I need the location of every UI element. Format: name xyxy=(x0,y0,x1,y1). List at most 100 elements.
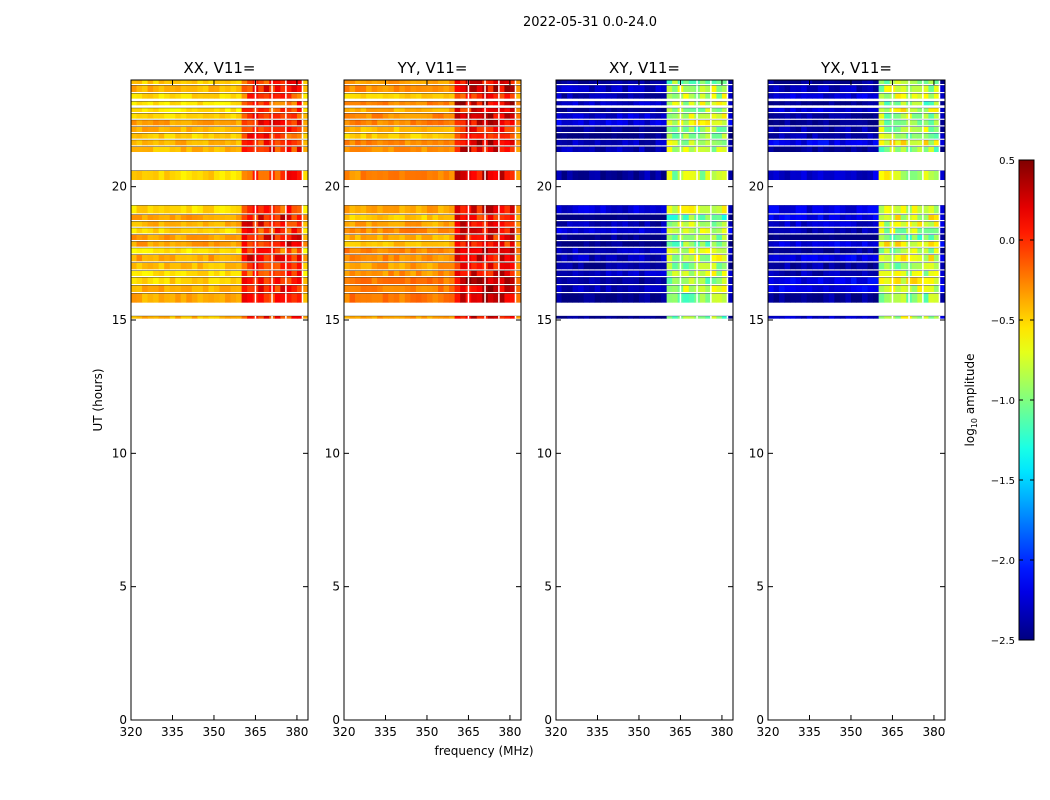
heatmap-cell xyxy=(147,85,154,92)
heatmap-cell xyxy=(404,101,411,106)
heatmap-cell xyxy=(790,285,797,292)
heatmap-cell xyxy=(432,146,439,152)
heatmap-cell xyxy=(845,228,852,234)
heatmap-cell xyxy=(202,316,209,319)
heatmap-cell xyxy=(873,270,880,276)
heatmap-cell xyxy=(561,133,568,139)
heatmap-cell xyxy=(939,205,946,214)
heatmap-cell xyxy=(476,228,483,234)
heatmap-cell xyxy=(795,113,802,119)
heatmap-cell xyxy=(823,214,830,220)
heatmap-cell xyxy=(443,113,450,119)
heatmap-cell xyxy=(449,101,456,106)
heatmap-cell xyxy=(421,205,428,214)
heatmap-cell xyxy=(241,120,248,126)
heatmap-cell xyxy=(878,170,885,180)
heatmap-cell xyxy=(911,133,918,139)
heatmap-cell xyxy=(605,126,612,132)
heatmap-cell xyxy=(884,80,891,84)
heatmap-cell xyxy=(638,101,645,106)
heatmap-cell xyxy=(142,101,148,106)
heatmap-cell xyxy=(349,241,356,247)
heatmap-cell xyxy=(131,146,137,152)
heatmap-cell xyxy=(280,108,287,112)
heatmap-cell xyxy=(779,221,785,227)
heatmap-cell xyxy=(928,316,935,319)
heatmap-cell xyxy=(410,248,417,254)
heatmap-cell xyxy=(895,270,902,276)
heatmap-cell xyxy=(779,101,785,106)
heatmap-cell xyxy=(917,293,924,303)
heatmap-cell xyxy=(302,120,309,126)
heatmap-cell xyxy=(561,254,568,262)
heatmap-cell xyxy=(650,170,656,180)
heatmap-cell xyxy=(878,270,885,276)
heatmap-cell xyxy=(705,270,712,276)
heatmap-cell xyxy=(710,146,717,152)
heatmap-cell xyxy=(258,214,265,220)
heatmap-cell xyxy=(655,214,662,220)
heatmap-cell xyxy=(839,205,846,214)
heatmap-cell xyxy=(460,140,467,146)
heatmap-cell xyxy=(471,277,478,284)
heatmap-cell xyxy=(438,170,444,180)
heatmap-cell xyxy=(175,277,182,284)
heatmap-cell xyxy=(131,126,137,132)
heatmap-cell xyxy=(922,316,929,319)
heatmap-cell xyxy=(355,241,361,247)
heatmap-cell xyxy=(202,214,209,220)
heatmap-cell xyxy=(410,120,417,126)
heatmap-cell xyxy=(823,270,830,276)
heatmap-cell xyxy=(169,277,176,284)
heatmap-cell xyxy=(856,146,863,152)
heatmap-cell xyxy=(716,80,723,84)
heatmap-cell xyxy=(247,80,254,84)
heatmap-cell xyxy=(136,93,143,99)
heatmap-cell xyxy=(180,101,187,106)
heatmap-cell xyxy=(627,293,634,303)
heatmap-cell xyxy=(366,262,373,270)
heatmap-cell xyxy=(175,270,182,276)
heatmap-cell xyxy=(142,285,148,292)
heatmap-cell xyxy=(834,140,841,146)
heatmap-cell xyxy=(688,108,695,112)
heatmap-cell xyxy=(605,93,612,99)
heatmap-cell xyxy=(263,221,270,227)
heatmap-cell xyxy=(136,254,143,262)
heatmap-cell xyxy=(567,146,573,152)
heatmap-cell xyxy=(823,316,830,319)
heatmap-cell xyxy=(208,293,215,303)
heatmap-cell xyxy=(136,170,143,180)
heatmap-cell xyxy=(366,140,373,146)
heatmap-cell xyxy=(556,101,562,106)
heatmap-cell xyxy=(795,254,802,262)
heatmap-cell xyxy=(856,126,863,132)
heatmap-cell xyxy=(644,285,651,292)
heatmap-cell xyxy=(415,262,422,270)
heatmap-cell xyxy=(933,285,940,292)
heatmap-cell xyxy=(471,270,478,276)
x-tick-label: 350 xyxy=(416,725,439,739)
heatmap-cell xyxy=(449,214,456,220)
heatmap-cell xyxy=(862,146,868,152)
heatmap-cell xyxy=(388,285,395,292)
heatmap-cell xyxy=(839,228,846,234)
colorbar-tick-label: −1.0 xyxy=(991,396,1015,407)
heatmap-cell xyxy=(784,248,791,254)
heatmap-cell xyxy=(164,234,171,240)
heatmap-cell xyxy=(158,170,165,180)
heatmap-cell xyxy=(895,126,902,132)
heatmap-cell xyxy=(638,316,645,319)
heatmap-cell xyxy=(153,120,160,126)
heatmap-cell xyxy=(208,234,215,240)
heatmap-cell xyxy=(213,285,220,292)
heatmap-cell xyxy=(131,85,137,92)
heatmap-cell xyxy=(556,241,562,247)
heatmap-cell xyxy=(509,277,516,284)
heatmap-cell xyxy=(371,120,378,126)
heatmap-cell xyxy=(164,262,171,270)
heatmap-cell xyxy=(274,214,281,220)
heatmap-cell xyxy=(655,270,662,276)
colorbar-tick-label: −2.0 xyxy=(991,556,1015,567)
heatmap-cell xyxy=(344,113,350,119)
